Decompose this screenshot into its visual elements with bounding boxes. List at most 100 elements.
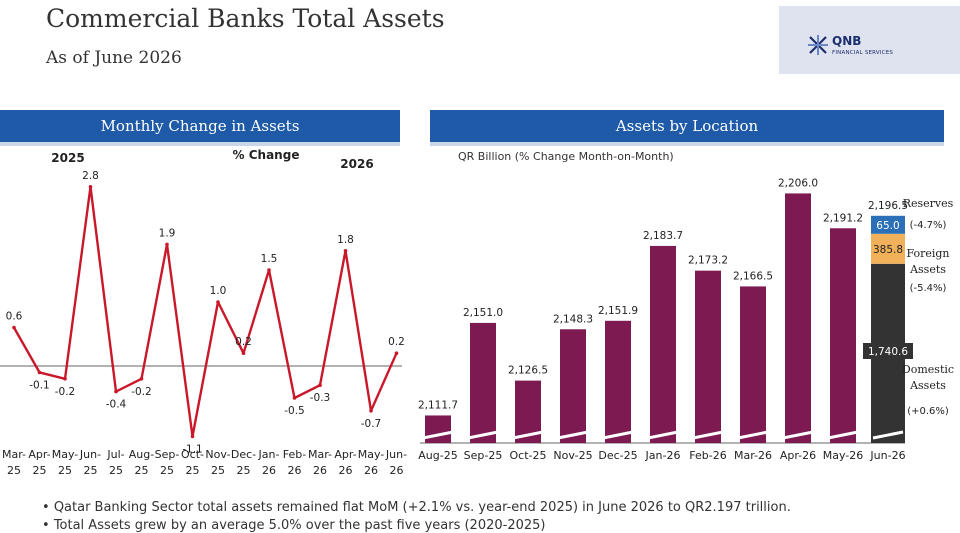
bar-aug-25 — [425, 415, 451, 443]
line-x-tick-label-year: 26 — [390, 464, 404, 477]
bar-axis-break-mark — [647, 430, 679, 440]
line-data-label: 0.6 — [6, 311, 23, 323]
legend-domestic-label-1: Domestic — [902, 363, 954, 376]
line-x-tick-label-year: 26 — [313, 464, 327, 477]
line-x-tick-label-year: 25 — [160, 464, 174, 477]
line-x-tick-label-month: Mar- — [308, 448, 332, 461]
line-point — [292, 396, 297, 400]
line-x-tick-label-month: Jun- — [385, 448, 407, 461]
line-data-label: -1.1 — [182, 443, 203, 455]
bar-x-tick-label: Jun-26 — [869, 449, 905, 462]
page-subtitle: As of June 2026 — [46, 48, 182, 68]
line-x-tick-label-year: 25 — [58, 464, 72, 477]
line-x-tick-label-year: 25 — [84, 464, 98, 477]
line-x-tick-label-month: Aug- — [129, 448, 154, 461]
line-data-label: 1.0 — [210, 285, 227, 297]
bar-x-tick-label: Oct-25 — [510, 449, 547, 462]
line-x-tick-label-year: 26 — [288, 464, 302, 477]
bar-data-label: 2,183.7 — [643, 230, 683, 242]
line-x-tick-label-month: Apr- — [334, 448, 356, 461]
line-point — [12, 325, 16, 330]
note-2-text: Total Assets grew by an average 5.0% ove… — [53, 518, 546, 533]
line-data-label: 2.8 — [82, 170, 99, 182]
stack-label-reserves: 65.0 — [876, 220, 899, 232]
line-x-tick-label-month: Jun- — [79, 448, 101, 461]
bar-chart-ylabel: QR Billion (% Change Month-on-Month) — [458, 150, 674, 163]
bar-data-label: 2,126.5 — [508, 365, 548, 377]
bar-nov-25 — [560, 329, 586, 443]
stack-label-domestic-box — [863, 343, 913, 359]
bar-data-label: 2,191.2 — [823, 212, 863, 224]
legend-foreign-label-2: Assets — [909, 263, 946, 276]
bar-x-tick-label: Feb-26 — [689, 449, 726, 462]
line-x-tick-label-year: 25 — [211, 464, 225, 477]
line-point — [190, 434, 195, 439]
bar-axis-break-mark — [602, 430, 634, 440]
stack-label-foreign: 385.8 — [873, 244, 903, 256]
line-x-tick-label-month: May- — [52, 448, 79, 461]
logo-panel — [779, 6, 960, 74]
line-x-tick-label-month: Nov- — [205, 448, 230, 461]
line-data-label: 0.2 — [388, 336, 405, 348]
line-x-tick-label-month: Oct- — [181, 448, 204, 461]
logo-subtitle: FINANCIAL SERVICES — [832, 50, 894, 56]
line-point — [63, 377, 67, 381]
bar-stack-reserves — [871, 215, 905, 234]
line-point — [114, 389, 118, 394]
line-x-tick-label-month: Sep- — [155, 448, 180, 461]
left-chart-title: Monthly Change in Assets — [0, 110, 400, 146]
bar-jan-26 — [650, 245, 676, 443]
line-point — [394, 351, 399, 356]
right-chart-title: Assets by Location — [430, 110, 944, 146]
line-data-label: 0.2 — [235, 336, 252, 348]
line-point — [165, 242, 169, 247]
qnb-logo-icon — [808, 35, 828, 55]
bar-axis-break-mark — [782, 430, 814, 440]
bar-x-tick-label: May-26 — [823, 449, 864, 462]
line-point — [139, 377, 144, 381]
line-point — [241, 351, 246, 356]
line-x-tick-label-month: Dec- — [231, 448, 256, 461]
line-data-label: -0.3 — [310, 392, 331, 404]
bar-feb-26 — [695, 270, 721, 443]
logo-name: QNB — [832, 34, 862, 48]
line-x-tick-label-month: Jan- — [258, 448, 280, 461]
line-data-label: -0.2 — [55, 386, 76, 398]
line-point — [216, 300, 220, 304]
bar-data-label: 2,173.2 — [688, 255, 728, 267]
bar-data-label: 2,166.5 — [733, 270, 773, 282]
line-x-tick-label-year: 26 — [339, 464, 353, 477]
bar-axis-break-mark — [422, 430, 454, 440]
bar-data-label: 2,196.5 — [868, 200, 908, 212]
line-data-label: 1.9 — [159, 227, 176, 239]
line-x-tick-label-year: 25 — [186, 464, 200, 477]
line-x-tick-label-month: May- — [358, 448, 385, 461]
bar-axis-break-mark — [467, 430, 499, 440]
line-data-label: -0.2 — [131, 386, 152, 398]
bar-apr-26 — [785, 193, 811, 443]
bar-stack-foreign — [871, 233, 905, 264]
bar-x-tick-label: Nov-25 — [553, 449, 592, 462]
line-point — [37, 370, 42, 375]
legend-reserves-change: (-4.7%) — [910, 220, 947, 231]
bar-x-tick-label: Dec-25 — [598, 449, 637, 462]
bar-data-label: 2,111.7 — [418, 399, 458, 411]
line-x-tick-label-year: 25 — [237, 464, 251, 477]
bar-data-label: 2,206.0 — [778, 177, 818, 189]
bar-mar-26 — [740, 286, 766, 443]
note-1-text: Qatar Banking Sector total assets remain… — [53, 500, 791, 515]
stack-label-domestic: 1,740.6 — [868, 346, 908, 358]
bar-data-label: 2,151.0 — [463, 307, 503, 319]
bar-axis-break-mark — [692, 430, 724, 440]
bar-may-26 — [830, 228, 856, 443]
line-data-label: -0.1 — [29, 379, 50, 391]
line-series-monthly-change — [12, 185, 398, 438]
note-2: • Total Assets grew by an average 5.0% o… — [42, 518, 546, 533]
bar-x-tick-label: Mar-26 — [734, 449, 772, 462]
bar-axis-break-mark — [557, 430, 589, 440]
line-x-tick-label-year: 26 — [262, 464, 276, 477]
line-x-tick-label-month: Feb- — [283, 448, 306, 461]
line-point — [267, 268, 271, 272]
legend-domestic-change: (+0.6%) — [907, 406, 949, 417]
legend-domestic-label-2: Assets — [909, 379, 946, 392]
